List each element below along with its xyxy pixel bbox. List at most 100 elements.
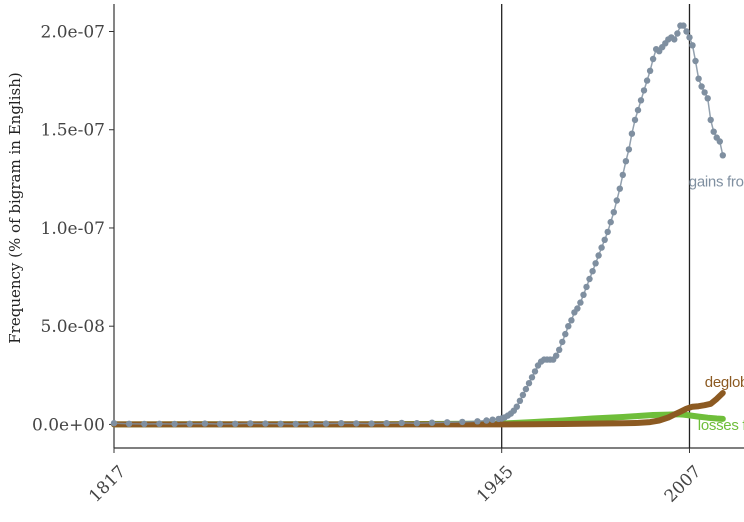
data-point (710, 128, 717, 135)
data-point (444, 419, 451, 426)
data-point (428, 419, 436, 426)
data-point (704, 95, 711, 102)
data-point (631, 116, 639, 124)
data-point (695, 75, 702, 82)
data-point (643, 77, 651, 84)
data-point (556, 346, 563, 353)
data-point (719, 152, 726, 159)
data-point (683, 406, 690, 412)
data-point (216, 420, 224, 428)
data-point (634, 106, 642, 114)
data-point (650, 412, 656, 418)
data-point (110, 420, 118, 427)
data-point (186, 420, 193, 427)
data-point (692, 57, 699, 65)
data-point (714, 396, 720, 402)
series-line (113, 24, 724, 425)
series-line (111, 390, 726, 428)
data-point (686, 34, 693, 41)
data-point (171, 420, 178, 428)
data-point (708, 401, 714, 407)
data-point (607, 218, 614, 226)
data-point (625, 146, 633, 153)
y-tick-label: 5.0e-08 (41, 317, 105, 337)
data-point (592, 260, 599, 267)
data-point (562, 330, 569, 338)
data-point (583, 283, 590, 291)
data-point (595, 252, 602, 259)
data-point (483, 417, 490, 424)
series-deglobalization (111, 390, 726, 428)
data-point (453, 421, 459, 427)
data-point (590, 415, 596, 422)
data-point (601, 236, 608, 243)
data-point (247, 420, 254, 427)
x-tick-label: 1945 (473, 462, 518, 507)
data-point (720, 390, 726, 396)
data-point (568, 317, 575, 324)
data-point (716, 138, 723, 145)
data-point (619, 171, 626, 179)
data-point (589, 268, 596, 275)
data-point (580, 291, 587, 298)
data-point (696, 414, 702, 420)
data-point (125, 420, 133, 427)
data-point (702, 402, 708, 408)
data-point (647, 419, 653, 425)
data-point (474, 418, 481, 425)
data-point (720, 416, 726, 422)
data-point (635, 413, 641, 419)
data-point (696, 403, 702, 409)
data-point (640, 87, 648, 94)
data-point (513, 403, 520, 410)
y-tick-label: 2.0e-07 (41, 23, 105, 43)
series-label: losses from trade (698, 417, 744, 434)
data-point (292, 420, 299, 428)
reference-lines (501, 4, 691, 448)
data-point (413, 420, 421, 427)
data-point (559, 338, 566, 346)
data-point (338, 420, 345, 427)
x-tick-label: 1817 (85, 462, 130, 507)
data-point (686, 412, 693, 418)
data-point (677, 409, 684, 415)
data-point (353, 420, 360, 427)
data-point (610, 209, 617, 216)
data-point (671, 412, 677, 418)
data-point (519, 391, 527, 399)
data-point (605, 415, 611, 421)
data-point (156, 420, 163, 427)
data-point (590, 421, 596, 427)
data-point (707, 116, 714, 124)
data-point (516, 397, 524, 404)
series-layer (110, 22, 726, 428)
series-label: gains from trade (689, 173, 744, 190)
data-point (649, 55, 657, 63)
data-point (577, 299, 584, 306)
data-point (528, 374, 536, 381)
data-point (616, 185, 623, 192)
data-point (705, 415, 711, 421)
label-layer: gains from trade losses from trade degloba… (689, 173, 744, 434)
data-point (201, 420, 209, 427)
data-point (635, 420, 641, 426)
data-point (531, 368, 539, 375)
data-point (689, 42, 696, 49)
y-axis-title: Frequency (% of bigram in English) (6, 72, 24, 343)
data-point (232, 420, 239, 427)
data-point (586, 275, 593, 283)
data-point (522, 385, 530, 393)
data-point (620, 414, 626, 420)
data-point (680, 22, 687, 29)
data-point (559, 421, 565, 427)
y-tick-label: 0.0e+00 (32, 415, 105, 435)
data-point (701, 89, 708, 96)
data-point (262, 420, 269, 427)
data-point (307, 420, 315, 427)
data-point (683, 28, 690, 35)
data-point (674, 30, 681, 37)
series-gains-from-trade (110, 22, 726, 428)
y-tick-label: 1.5e-07 (41, 121, 105, 141)
data-point (628, 130, 636, 137)
